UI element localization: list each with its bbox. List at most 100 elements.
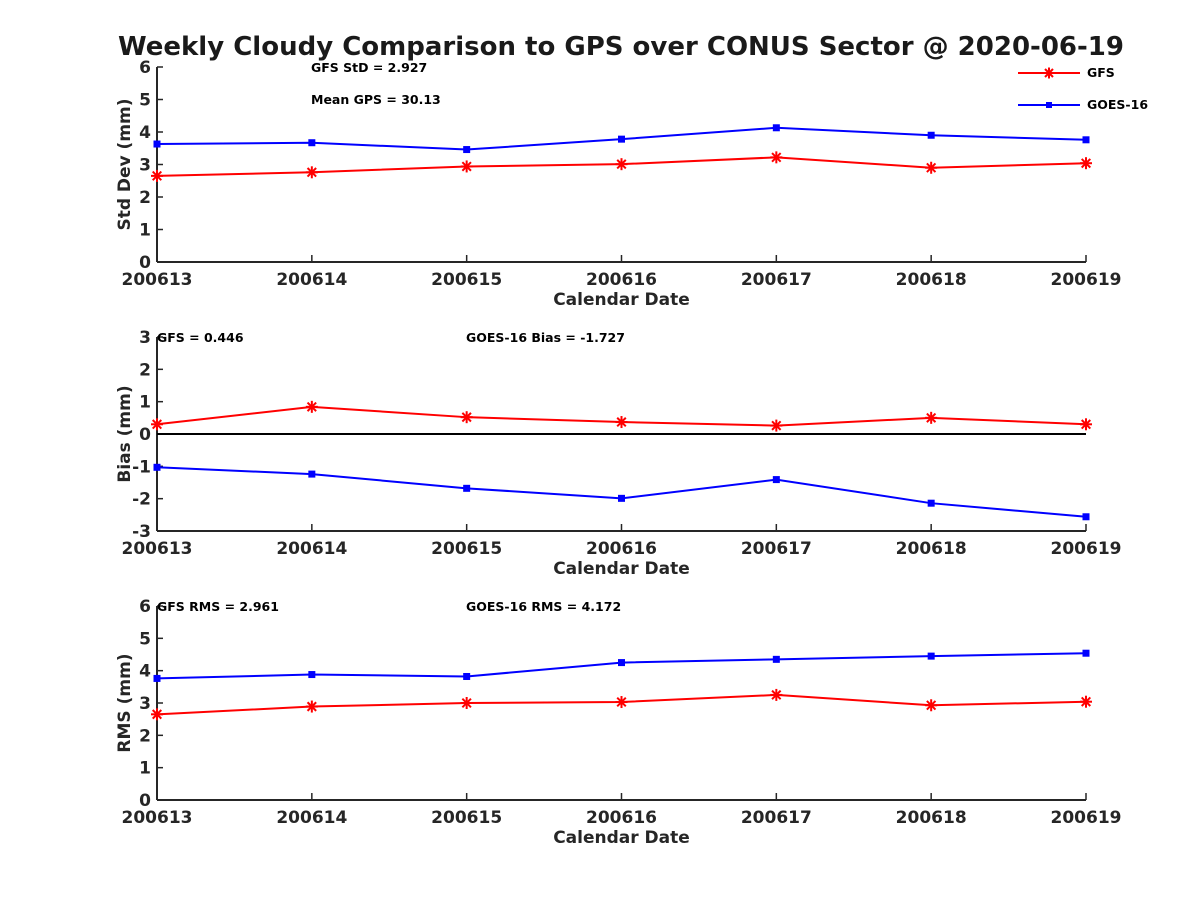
bias-point-gfs <box>770 419 783 432</box>
stddev-point-goes-16 <box>1082 136 1090 144</box>
rms-y-tick-label: 6 <box>139 597 151 617</box>
bias-point-gfs <box>1080 418 1092 431</box>
rms-x-axis-label: Calendar Date <box>553 828 690 848</box>
stddev-y-axis-label: Std Dev (mm) <box>115 98 135 230</box>
rms-point-goes-16 <box>463 672 471 680</box>
bias-point-gfs <box>305 400 318 413</box>
bias-point-gfs <box>925 411 938 424</box>
stddev-y-tick-label: 2 <box>139 188 151 208</box>
rms-point-goes-16 <box>927 652 935 660</box>
bias-x-tick-label: 200617 <box>741 539 812 559</box>
bias-x-tick-label: 200616 <box>586 539 657 559</box>
bias-series-line-goes-16 <box>156 466 1087 518</box>
bias-point-goes-16 <box>618 494 625 502</box>
bias-y-tick-label: 0 <box>139 425 151 445</box>
rms-point-gfs <box>925 699 938 712</box>
bias-y-tick-label: 1 <box>139 393 151 413</box>
stddev-point-gfs <box>151 169 163 182</box>
rms-y-axis-label: RMS (mm) <box>115 653 135 752</box>
bias-x-tick-label: 200618 <box>896 539 967 559</box>
rms-point-gfs <box>770 688 783 701</box>
rms-point-goes-16 <box>772 655 780 663</box>
stddev-x-tick-label: 200617 <box>741 270 812 290</box>
rms-y-tick-label: 0 <box>139 791 151 811</box>
bias-point-gfs <box>460 411 473 424</box>
stddev-y-tick-label: 0 <box>139 253 151 273</box>
stddev-point-gfs <box>615 158 628 171</box>
rms-point-goes-16 <box>618 659 625 667</box>
bias-annotation-1: GOES-16 Bias = -1.727 <box>466 330 625 345</box>
rms-point-goes-16 <box>153 674 161 682</box>
rms-point-goes-16 <box>1082 649 1090 657</box>
stddev-point-goes-16 <box>463 146 471 154</box>
bias-point-goes-16 <box>308 470 316 478</box>
bias-y-tick-label: -1 <box>132 457 151 477</box>
stddev-y-tick-label: 1 <box>139 221 151 241</box>
stddev-x-tick-label: 200614 <box>276 270 347 290</box>
bias-panel: -3 -2 -1 0 1 2 3 200613 200614 200615 200616 200617… <box>115 328 1121 579</box>
stddev-point-goes-16 <box>308 139 316 147</box>
bias-point-goes-16 <box>463 484 471 492</box>
stddev-point-gfs <box>1080 157 1092 170</box>
legend-label-gfs: GFS <box>1087 65 1115 80</box>
rms-x-tick-label: 200618 <box>896 808 967 828</box>
bias-x-tick-label: 200614 <box>276 539 347 559</box>
bias-point-goes-16 <box>772 476 780 484</box>
stddev-x-tick-label: 200616 <box>586 270 657 290</box>
legend-marker-goes16 <box>1046 102 1052 108</box>
bias-point-gfs <box>615 416 628 429</box>
stddev-y-tick-label: 5 <box>139 91 151 111</box>
rms-point-gfs <box>615 696 628 709</box>
stddev-x-tick-label: 200615 <box>431 270 502 290</box>
stddev-point-goes-16 <box>927 131 935 139</box>
rms-y-tick-label: 3 <box>139 694 151 714</box>
rms-point-gfs <box>151 708 163 721</box>
rms-panel: 0 1 2 3 4 5 6 200613 200614 200615 200616 200617 200… <box>115 597 1121 848</box>
stddev-x-tick-label: 200619 <box>1051 270 1122 290</box>
bias-y-tick-label: -2 <box>132 490 151 510</box>
stddev-point-goes-16 <box>618 135 625 143</box>
bias-y-tick-label: 3 <box>139 328 151 348</box>
bias-y-tick-label: 2 <box>139 360 151 380</box>
rms-x-tick-label: 200615 <box>431 808 502 828</box>
rms-point-gfs <box>305 700 318 713</box>
legend-label-goes16: GOES-16 <box>1087 97 1148 112</box>
stddev-y-tick-label: 3 <box>139 156 151 176</box>
rms-y-tick-label: 1 <box>139 759 151 779</box>
stddev-x-tick-label: 200613 <box>122 270 193 290</box>
bias-point-goes-16 <box>927 499 935 507</box>
bias-x-tick-label: 200619 <box>1051 539 1122 559</box>
stddev-y-tick-label: 6 <box>139 58 151 78</box>
bias-point-gfs <box>151 418 163 431</box>
stddev-point-gfs <box>460 160 473 173</box>
stddev-point-goes-16 <box>772 124 780 132</box>
std-dev-panel: 0 1 2 3 4 5 6 200613 200614 200615 200616 200617 200… <box>115 58 1121 310</box>
rms-point-gfs <box>460 697 473 709</box>
stddev-point-gfs <box>925 161 938 174</box>
rms-annotation-0: GFS RMS = 2.961 <box>157 599 279 614</box>
rms-x-tick-label: 200617 <box>741 808 812 828</box>
rms-y-tick-label: 4 <box>139 662 151 682</box>
bias-x-tick-label: 200613 <box>122 539 193 559</box>
rms-x-tick-label: 200614 <box>276 808 347 828</box>
stddev-annotation-0: GFS StD = 2.927 <box>311 60 427 75</box>
legend: GFS GOES-16 <box>1018 65 1148 112</box>
stddev-x-axis-label: Calendar Date <box>553 290 690 310</box>
bias-y-axis-label: Bias (mm) <box>115 385 135 482</box>
rms-x-tick-label: 200616 <box>586 808 657 828</box>
rms-y-tick-label: 5 <box>139 629 151 649</box>
stddev-x-tick-label: 200618 <box>896 270 967 290</box>
figure-title: Weekly Cloudy Comparison to GPS over CON… <box>118 32 1124 62</box>
stddev-point-gfs <box>770 151 783 164</box>
rms-x-tick-label: 200613 <box>122 808 193 828</box>
bias-point-goes-16 <box>1082 513 1090 521</box>
legend-marker-gfs <box>1043 67 1055 79</box>
bias-x-axis-label: Calendar Date <box>553 559 690 579</box>
stddev-y-tick-label: 4 <box>139 123 151 143</box>
bias-annotation-0: GFS = 0.446 <box>157 330 244 345</box>
stddev-point-goes-16 <box>153 140 161 148</box>
rms-point-gfs <box>1080 695 1092 708</box>
rms-annotation-1: GOES-16 RMS = 4.172 <box>466 599 621 614</box>
stddev-annotation-1: Mean GPS = 30.13 <box>311 92 441 107</box>
